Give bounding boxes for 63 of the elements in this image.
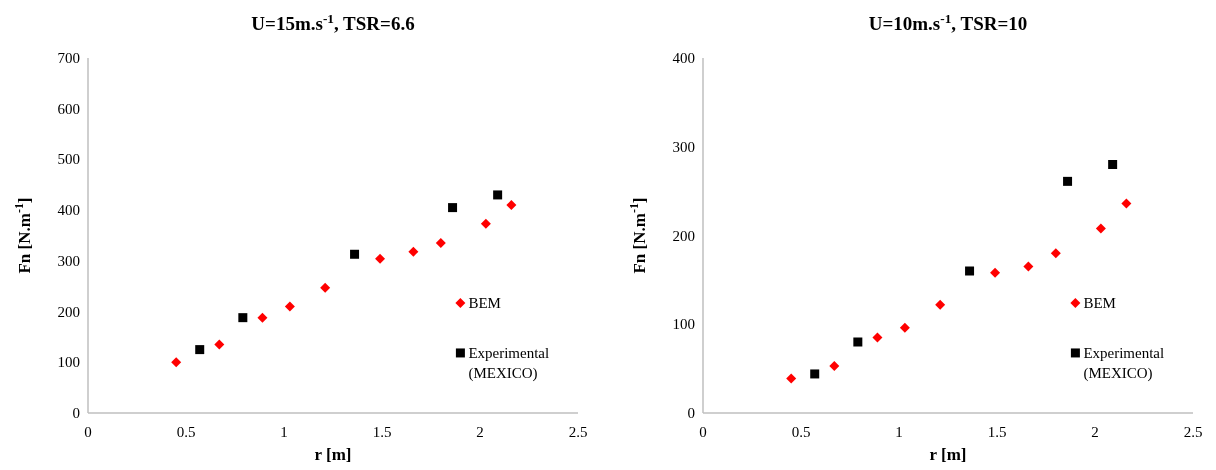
legend-label: BEM	[1083, 294, 1116, 311]
point	[506, 200, 517, 211]
x-tick-label: 1	[895, 424, 903, 440]
point	[284, 301, 295, 312]
point	[935, 299, 946, 310]
point	[435, 238, 446, 249]
x-tick-label: 0	[699, 424, 707, 440]
chart-title: U=10m.s$^{-1}$, TSR=10	[868, 10, 1028, 34]
point	[238, 313, 248, 323]
x-tick-label: 1.5	[987, 424, 1007, 440]
y-tick-label: 0	[687, 405, 695, 421]
point	[408, 246, 419, 257]
x-axis-title: r [m]	[314, 445, 352, 464]
x-axis-title: r [m]	[929, 445, 967, 464]
point	[810, 369, 820, 379]
point	[350, 249, 360, 259]
point	[257, 312, 268, 323]
y-tick-label: 0	[72, 405, 80, 421]
point	[965, 266, 975, 276]
point	[375, 253, 386, 264]
point	[872, 332, 883, 343]
point	[1050, 248, 1061, 259]
point	[1095, 223, 1106, 234]
x-tick-label: 2.5	[1183, 424, 1203, 440]
point	[214, 339, 225, 350]
y-tick-label: 100	[57, 354, 80, 371]
point	[493, 190, 503, 200]
y-tick-label: 700	[57, 50, 80, 66]
x-tick-label: 2	[1091, 424, 1099, 440]
point	[171, 357, 182, 368]
point	[990, 267, 1001, 278]
x-tick-label: 1	[280, 424, 288, 440]
x-tick-label: 0.5	[176, 424, 196, 440]
point	[1063, 176, 1073, 186]
legend-label: Experimental (MEXICO)	[1083, 344, 1165, 382]
y-tick-label: 600	[57, 100, 80, 117]
x-tick-label: 2	[476, 424, 484, 440]
point	[853, 337, 863, 347]
point	[1108, 160, 1118, 169]
point	[899, 322, 910, 333]
x-tick-label: 0	[84, 424, 92, 440]
point	[448, 203, 458, 213]
y-tick-label: 400	[57, 202, 80, 219]
point	[1121, 198, 1132, 209]
y-tick-label: 100	[672, 316, 695, 333]
point	[320, 282, 331, 293]
y-tick-label: 500	[57, 151, 80, 168]
legend-label: Experimental (MEXICO)	[468, 344, 550, 382]
x-tick-label: 1.5	[372, 424, 392, 440]
y-tick-label: 200	[672, 227, 695, 244]
y-tick-label: 300	[672, 138, 695, 155]
point	[786, 373, 797, 384]
y-tick-label: 400	[672, 50, 695, 66]
x-tick-label: 2.5	[568, 424, 588, 440]
point	[195, 345, 205, 355]
point	[480, 218, 491, 229]
chart-title: U=15m.s$^{-1}$, TSR=6.6	[251, 10, 415, 34]
y-tick-label: 300	[57, 252, 80, 269]
point	[1023, 261, 1034, 272]
y-tick-label: 200	[57, 303, 80, 320]
x-tick-label: 0.5	[791, 424, 811, 440]
legend-label: BEM	[468, 294, 501, 311]
point	[829, 360, 840, 371]
